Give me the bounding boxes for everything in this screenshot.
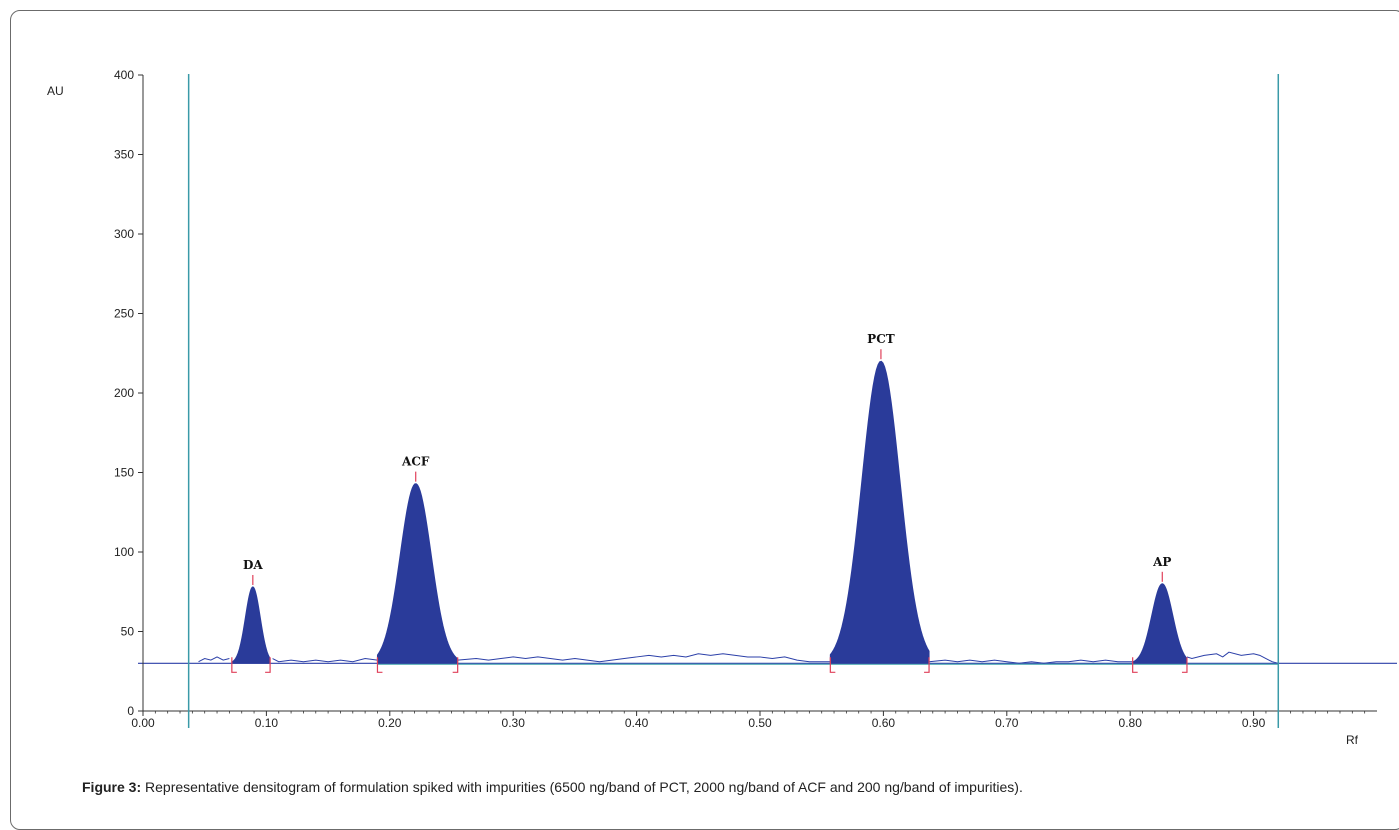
integration-bracket (231, 657, 237, 673)
peak-label-da: DA (243, 558, 263, 572)
y-tick-label: 350 (114, 148, 134, 162)
x-tick-label: 0.50 (748, 716, 772, 730)
x-tick-label: 0.20 (378, 716, 402, 730)
peak-label-pct: PCT (867, 332, 895, 346)
trace-segment (1186, 651, 1279, 664)
caption-text: Representative densitogram of formulatio… (145, 779, 1023, 795)
y-axis-label: AU (47, 84, 64, 98)
peak-ap (1132, 583, 1188, 664)
trace-segment (272, 658, 378, 663)
x-tick-label: 0.30 (502, 716, 526, 730)
integration-bracket (1132, 657, 1138, 673)
x-tick-label: 0.70 (995, 716, 1019, 730)
x-axis-label: Rf (1346, 733, 1359, 747)
y-tick-label: 50 (121, 625, 135, 639)
axes-layer: 0 50 100 150 200 250 300 350 400 0.00 0.10 0.20 0.30… (114, 68, 1377, 730)
integration-bracket (1181, 657, 1188, 673)
trace-segment (457, 653, 831, 663)
x-tick-label: 0.60 (872, 716, 896, 730)
peak-label-ap: AP (1152, 555, 1171, 569)
y-tick-label: 100 (114, 545, 134, 559)
integration-bracket (265, 657, 271, 673)
x-tick-label: 0.40 (625, 716, 649, 730)
peak-label-acf: ACF (401, 455, 430, 469)
y-tick-label: 150 (114, 466, 134, 480)
integration-bracket (924, 657, 930, 673)
peak-da (231, 586, 271, 664)
trace-segment (929, 659, 1133, 664)
integration-bracket (829, 657, 836, 673)
y-tick-label: 400 (114, 68, 134, 82)
baseline-layer (138, 662, 1397, 665)
y-tick-label: 200 (114, 386, 134, 400)
labels-layer: DA ACF PCT AP (243, 332, 1171, 572)
x-tick-label: 0.90 (1242, 716, 1266, 730)
x-tick-label: 0.80 (1119, 716, 1143, 730)
y-tick-label: 300 (114, 227, 134, 241)
y-tick-label: 250 (114, 307, 134, 321)
peaks-layer (231, 360, 1188, 664)
markers-layer (187, 74, 1280, 728)
trace-layer (198, 651, 1279, 664)
figure-caption: Figure 3: Representative densitogram of … (82, 779, 1023, 795)
trace-segment (198, 656, 230, 663)
caption-label: Figure 3: (82, 779, 142, 795)
y-tick-label: 0 (127, 704, 134, 718)
peak-acf (376, 483, 459, 664)
integration-bracket (376, 657, 383, 673)
peak-pct (829, 360, 930, 664)
x-tick-label: 0.10 (255, 716, 279, 730)
x-tick-label: 0.00 (131, 716, 155, 730)
integration-bracket (452, 657, 459, 673)
